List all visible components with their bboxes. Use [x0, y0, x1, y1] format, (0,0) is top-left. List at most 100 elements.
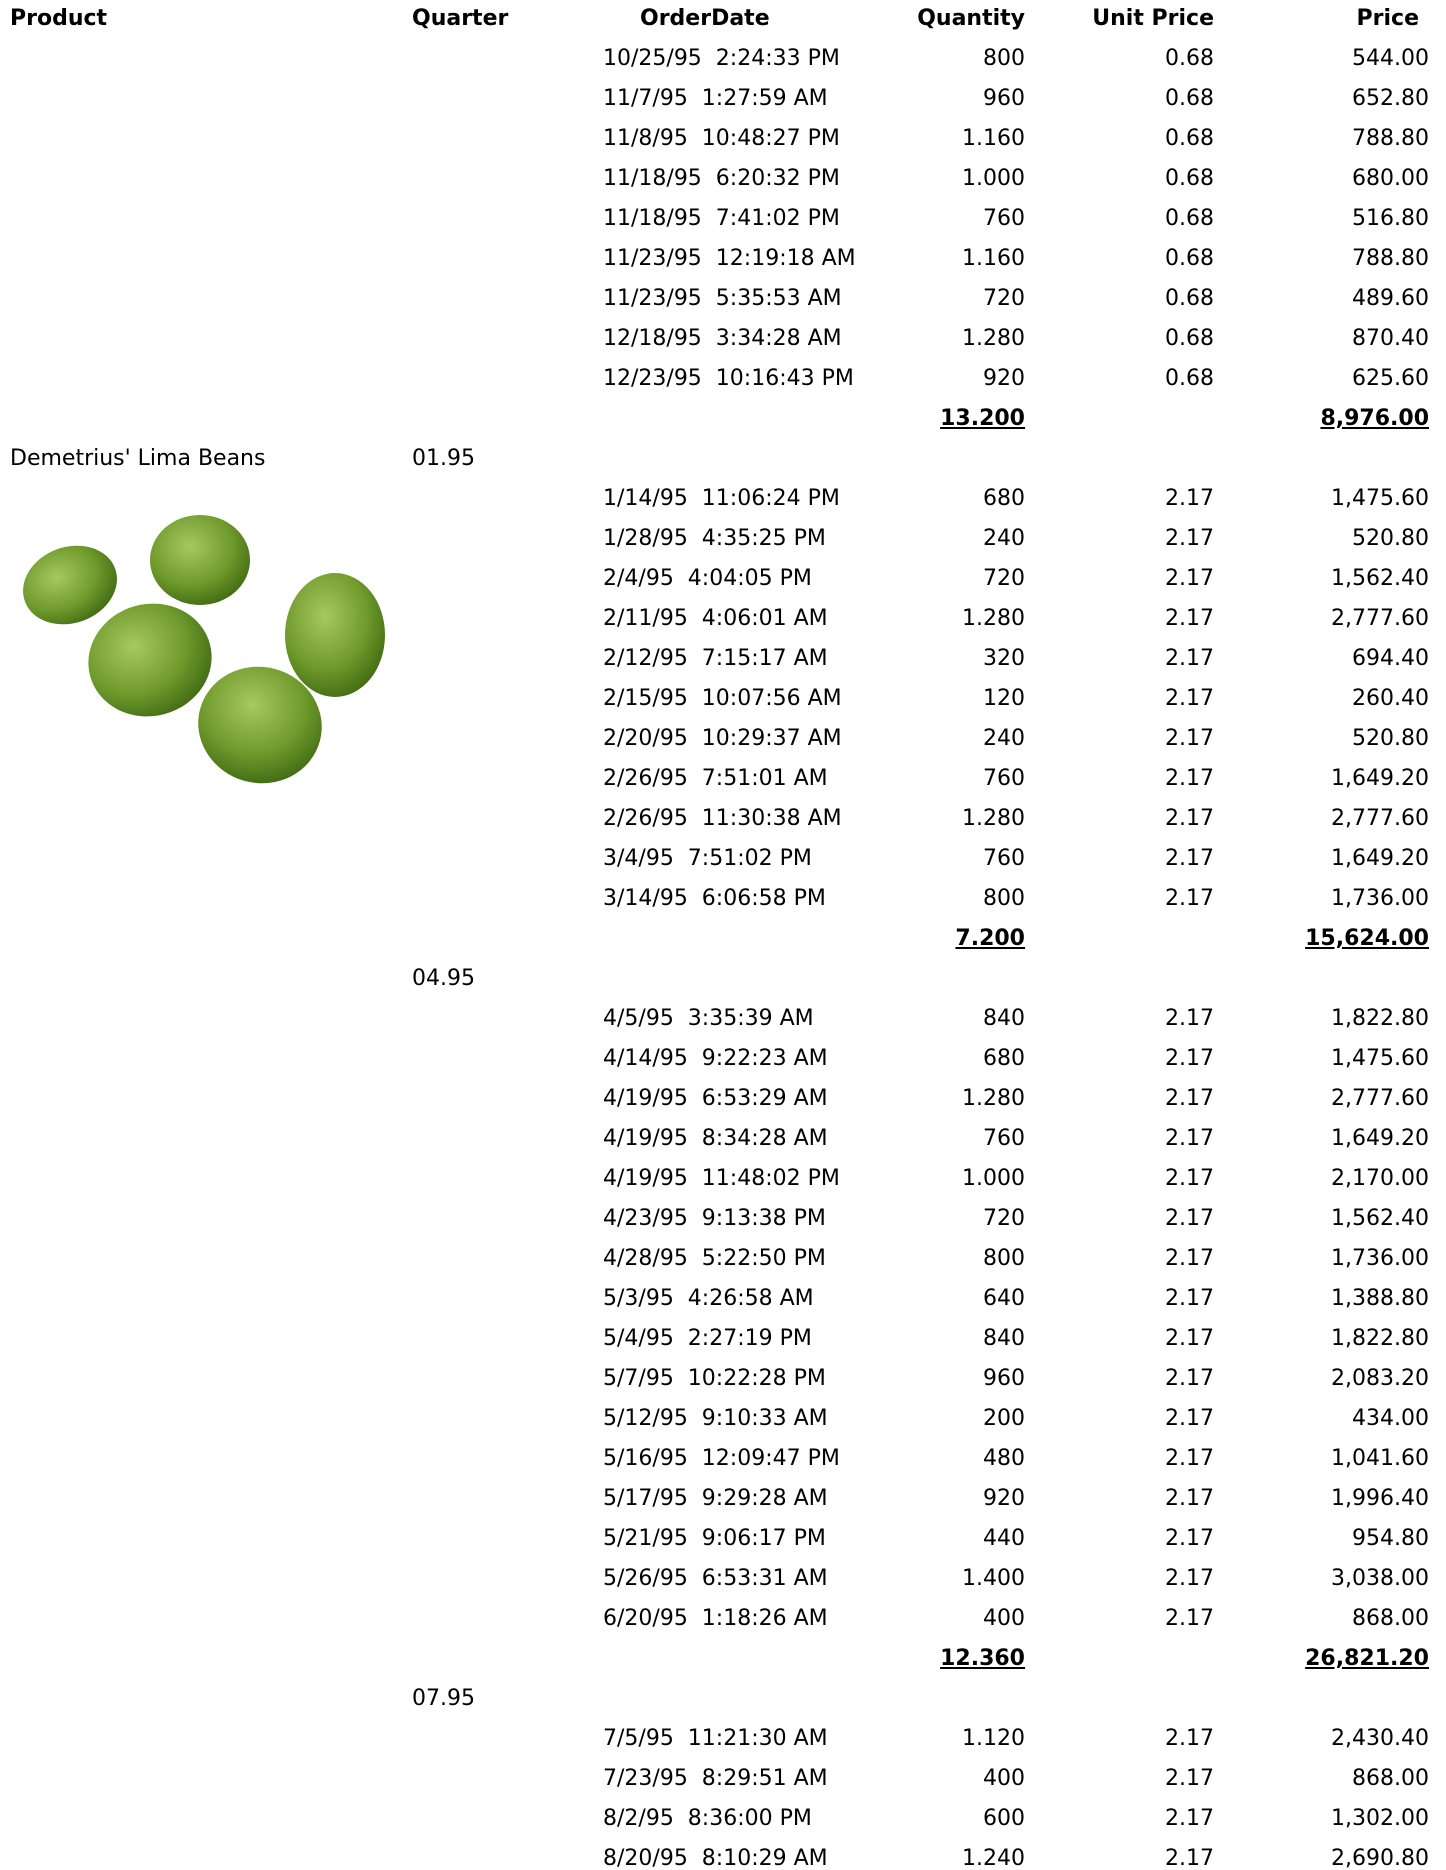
price: 625.60 [1352, 366, 1429, 391]
order-date: 8/2/95 8:36:00 PM [603, 1806, 812, 1831]
price: 954.80 [1352, 1526, 1429, 1551]
unit-price: 0.68 [1165, 326, 1214, 351]
price: 1,475.60 [1331, 486, 1429, 511]
product-name: Demetrius' Lima Beans [10, 446, 266, 471]
order-date: 7/5/95 11:21:30 AM [603, 1726, 828, 1751]
unit-price: 2.17 [1165, 1486, 1214, 1511]
price: 1,041.60 [1331, 1446, 1429, 1471]
quantity: 600 [983, 1806, 1025, 1831]
order-date: 11/7/95 1:27:59 AM [603, 86, 828, 111]
quantity: 240 [983, 526, 1025, 551]
unit-price: 0.68 [1165, 246, 1214, 271]
order-date: 8/20/95 8:10:29 AM [603, 1846, 828, 1870]
quantity: 400 [983, 1766, 1025, 1791]
order-date: 2/26/95 11:30:38 AM [603, 806, 842, 831]
quantity: 840 [983, 1006, 1025, 1031]
unit-price: 2.17 [1165, 846, 1214, 871]
total-price: 15,624.00 [1305, 926, 1429, 951]
unit-price: 2.17 [1165, 1366, 1214, 1391]
order-date: 5/16/95 12:09:47 PM [603, 1446, 840, 1471]
price: 868.00 [1352, 1766, 1429, 1791]
unit-price: 2.17 [1165, 566, 1214, 591]
quantity: 120 [983, 686, 1025, 711]
quantity: 840 [983, 1326, 1025, 1351]
total-quantity: 12.360 [940, 1646, 1025, 1671]
order-date: 4/19/95 6:53:29 AM [603, 1086, 828, 1111]
price: 1,475.60 [1331, 1046, 1429, 1071]
order-date: 5/12/95 9:10:33 AM [603, 1406, 828, 1431]
quantity: 240 [983, 726, 1025, 751]
order-date: 2/15/95 10:07:56 AM [603, 686, 842, 711]
unit-price: 2.17 [1165, 1086, 1214, 1111]
price: 1,822.80 [1331, 1006, 1429, 1031]
order-date: 1/28/95 4:35:25 PM [603, 526, 826, 551]
column-header: Quarter [412, 6, 509, 31]
unit-price: 2.17 [1165, 646, 1214, 671]
price: 2,430.40 [1331, 1726, 1429, 1751]
price: 434.00 [1352, 1406, 1429, 1431]
unit-price: 2.17 [1165, 1766, 1214, 1791]
unit-price: 2.17 [1165, 1326, 1214, 1351]
order-date: 5/26/95 6:53:31 AM [603, 1566, 828, 1591]
price: 1,996.40 [1331, 1486, 1429, 1511]
quantity: 440 [983, 1526, 1025, 1551]
unit-price: 2.17 [1165, 1806, 1214, 1831]
price: 788.80 [1352, 126, 1429, 151]
unit-price: 0.68 [1165, 366, 1214, 391]
price: 489.60 [1352, 286, 1429, 311]
quantity: 1.120 [962, 1726, 1025, 1751]
quarter-label: 07.95 [412, 1686, 475, 1711]
order-date: 11/18/95 6:20:32 PM [603, 166, 840, 191]
price: 2,777.60 [1331, 606, 1429, 631]
order-date: 2/4/95 4:04:05 PM [603, 566, 812, 591]
price: 520.80 [1352, 526, 1429, 551]
quantity: 400 [983, 1606, 1025, 1631]
unit-price: 2.17 [1165, 1406, 1214, 1431]
order-date: 3/4/95 7:51:02 PM [603, 846, 812, 871]
unit-price: 0.68 [1165, 286, 1214, 311]
column-header: OrderDate [640, 6, 770, 31]
order-date: 4/14/95 9:22:23 AM [603, 1046, 828, 1071]
unit-price: 2.17 [1165, 1206, 1214, 1231]
quantity: 640 [983, 1286, 1025, 1311]
price: 260.40 [1352, 686, 1429, 711]
price: 1,649.20 [1331, 846, 1429, 871]
quantity: 720 [983, 566, 1025, 591]
unit-price: 2.17 [1165, 766, 1214, 791]
total-price: 26,821.20 [1305, 1646, 1429, 1671]
price: 2,777.60 [1331, 1086, 1429, 1111]
quantity: 320 [983, 646, 1025, 671]
price: 516.80 [1352, 206, 1429, 231]
quantity: 760 [983, 846, 1025, 871]
unit-price: 2.17 [1165, 1446, 1214, 1471]
unit-price: 2.17 [1165, 1726, 1214, 1751]
unit-price: 2.17 [1165, 1286, 1214, 1311]
quantity: 1.160 [962, 126, 1025, 151]
quantity: 1.280 [962, 806, 1025, 831]
price: 1,736.00 [1331, 1246, 1429, 1271]
unit-price: 2.17 [1165, 526, 1214, 551]
price: 1,736.00 [1331, 886, 1429, 911]
quantity: 800 [983, 886, 1025, 911]
column-header: Price [1356, 6, 1419, 31]
unit-price: 2.17 [1165, 806, 1214, 831]
quantity: 760 [983, 766, 1025, 791]
quantity: 200 [983, 1406, 1025, 1431]
order-date: 1/14/95 11:06:24 PM [603, 486, 840, 511]
unit-price: 2.17 [1165, 1846, 1214, 1870]
quantity: 720 [983, 1206, 1025, 1231]
quantity: 760 [983, 1126, 1025, 1151]
price: 1,562.40 [1331, 1206, 1429, 1231]
order-date: 2/26/95 7:51:01 AM [603, 766, 828, 791]
quantity: 1.000 [962, 166, 1025, 191]
unit-price: 2.17 [1165, 1526, 1214, 1551]
price: 3,038.00 [1331, 1566, 1429, 1591]
total-quantity: 13.200 [940, 406, 1025, 431]
price: 544.00 [1352, 46, 1429, 71]
quantity: 720 [983, 286, 1025, 311]
total-quantity: 7.200 [955, 926, 1025, 951]
quantity: 1.400 [962, 1566, 1025, 1591]
quantity: 800 [983, 46, 1025, 71]
order-date: 4/19/95 8:34:28 AM [603, 1126, 828, 1151]
